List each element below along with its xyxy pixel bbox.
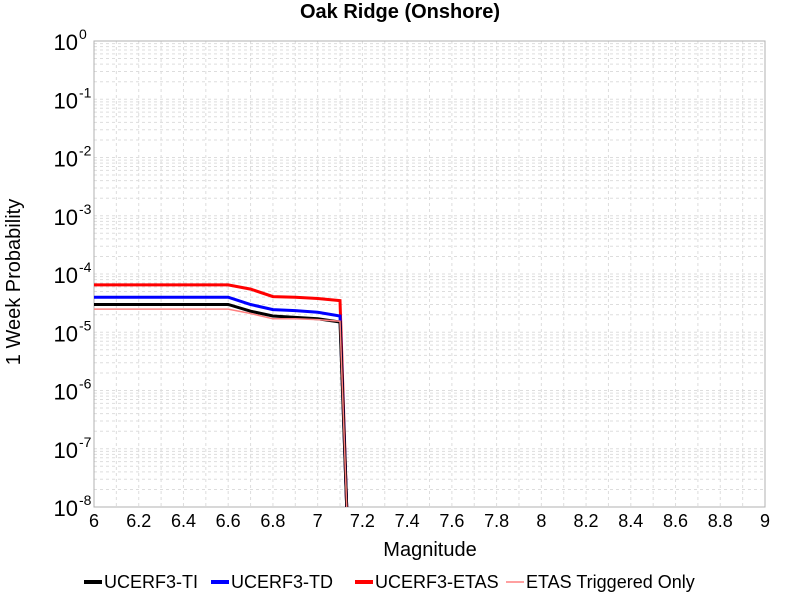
- x-axis-ticks: 6 6.2 6.4 6.6 6.8 7 7.2 7.4 7.6 7.8 8 8.2 8.4 8.6 8.8 9: [89, 511, 770, 531]
- y-tick-exponent: -8: [79, 492, 92, 508]
- x-tick-label: 7.4: [395, 511, 420, 531]
- legend-item: ETAS Triggered Only: [506, 572, 695, 592]
- series-layer: [94, 283, 349, 508]
- x-tick-label: 8.8: [708, 511, 733, 531]
- legend-label: ETAS Triggered Only: [526, 572, 695, 592]
- y-tick-base: 10: [54, 321, 78, 346]
- x-tick-label: 6: [89, 511, 99, 531]
- y-tick-exponent: -5: [79, 317, 92, 333]
- y-tick-exponent: -1: [79, 84, 92, 100]
- y-tick-label: 10 -1: [54, 84, 92, 113]
- legend-item: UCERF3-ETAS: [355, 572, 499, 592]
- y-tick-exponent: -2: [79, 143, 92, 159]
- legend-label: UCERF3-TD: [231, 572, 333, 592]
- y-tick-base: 10: [54, 263, 78, 288]
- y-tick-base: 10: [54, 380, 78, 405]
- x-tick-label: 7: [313, 511, 323, 531]
- y-axis-label: 1 Week Probability: [3, 199, 25, 365]
- chart-title: Oak Ridge (Onshore): [300, 1, 500, 23]
- x-tick-label: 6.2: [126, 511, 151, 531]
- x-tick-label: 6.6: [216, 511, 241, 531]
- x-tick-label: 8.6: [663, 511, 688, 531]
- x-tick-label: 9: [760, 511, 770, 531]
- y-tick-exponent: 0: [79, 26, 87, 42]
- legend-label: UCERF3-ETAS: [375, 572, 499, 592]
- y-tick-exponent: -4: [79, 259, 92, 275]
- y-tick-exponent: -7: [79, 434, 92, 450]
- y-tick-label: 10 -3: [54, 201, 92, 230]
- y-tick-base: 10: [54, 205, 78, 230]
- grid-lines: [93, 40, 766, 508]
- x-tick-label: 7.2: [350, 511, 375, 531]
- x-axis-label: Magnitude: [383, 539, 476, 561]
- plot-area: [93, 40, 766, 508]
- y-tick-label: 10 -5: [54, 317, 92, 346]
- x-tick-label: 8.4: [618, 511, 643, 531]
- legend-item: UCERF3-TI: [84, 572, 198, 592]
- y-tick-label: 10 0: [54, 26, 87, 55]
- y-tick-base: 10: [54, 30, 78, 55]
- x-tick-label: 7.8: [484, 511, 509, 531]
- y-tick-label: 10 -4: [54, 259, 92, 288]
- legend-item: UCERF3-TD: [211, 572, 333, 592]
- series-line-2: [94, 295, 349, 508]
- legend: UCERF3-TI UCERF3-TD UCERF3-ETAS ETAS Trigge…: [84, 572, 695, 592]
- legend-label: UCERF3-TI: [104, 572, 198, 592]
- x-tick-label: 7.6: [439, 511, 464, 531]
- series-line-4: [94, 308, 348, 508]
- y-tick-base: 10: [54, 438, 78, 463]
- y-tick-exponent: -6: [79, 376, 92, 392]
- y-tick-label: 10 -7: [54, 434, 92, 463]
- series-line-1: [94, 303, 349, 508]
- x-tick-label: 8: [536, 511, 546, 531]
- y-tick-base: 10: [54, 496, 78, 521]
- x-tick-label: 6.4: [171, 511, 196, 531]
- y-tick-base: 10: [54, 88, 78, 113]
- y-tick-exponent: -3: [79, 201, 92, 217]
- y-tick-label: 10 -2: [54, 143, 92, 172]
- y-tick-base: 10: [54, 147, 78, 172]
- x-tick-label: 8.2: [574, 511, 599, 531]
- series-line-3: [94, 283, 349, 508]
- x-tick-label: 6.8: [260, 511, 285, 531]
- y-tick-label: 10 -6: [54, 376, 92, 405]
- y-tick-label: 10 -8: [54, 492, 92, 521]
